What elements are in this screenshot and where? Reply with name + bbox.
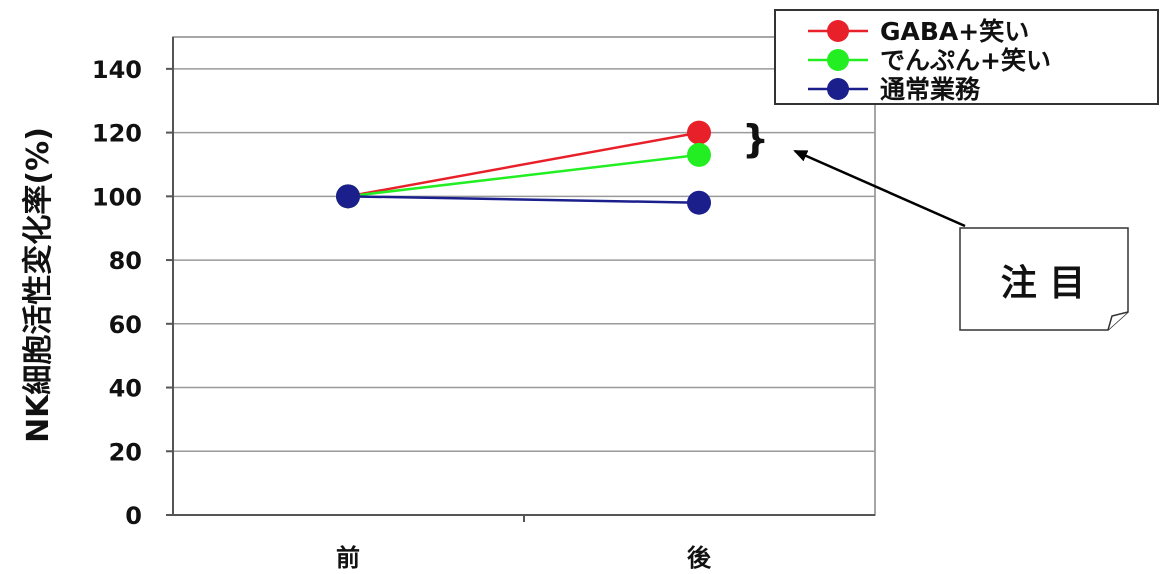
y-tick-label: 80 [109, 247, 142, 275]
y-tick-label: 20 [109, 438, 142, 466]
series-line [347, 153, 700, 198]
y-tick-label: 140 [92, 56, 142, 84]
y-tick-labels: 0 20 40 60 80 100 120 140 [92, 56, 173, 530]
data-point [687, 142, 711, 167]
x-tick-labels: 前後 [336, 544, 712, 572]
note-box-fold [1107, 311, 1129, 331]
grid-lines [173, 68, 875, 453]
legend-swatch-marker [827, 49, 849, 71]
series-line [347, 195, 700, 204]
series-line [347, 131, 700, 198]
y-axis-label: NK細胞活性変化率(%) [21, 127, 56, 443]
x-tick-label: 後 [687, 544, 712, 572]
y-tick-label: 0 [125, 502, 142, 530]
legend-swatch-marker [827, 20, 849, 42]
data-point [687, 190, 711, 215]
y-tick-label: 100 [92, 183, 142, 211]
legend-swatch-marker [827, 78, 849, 100]
y-tick-label: 40 [109, 375, 142, 403]
data-point [336, 184, 360, 209]
legend-label: でんぷん+笑い [880, 46, 1051, 75]
legend-label: 通常業務 [880, 75, 981, 104]
note-text: 注 目 [1001, 263, 1086, 304]
data-point [687, 120, 711, 145]
x-tick-label: 前 [336, 544, 360, 572]
plot-area [172, 36, 876, 522]
y-tick-label: 60 [109, 311, 142, 339]
plot-frame [172, 36, 876, 516]
annotation: } 注 目 [742, 117, 1129, 331]
brace-mark: } [742, 117, 769, 161]
series-layer [336, 120, 711, 215]
annotation-arrow [793, 149, 966, 228]
legend-label: GABA+笑い [880, 17, 1029, 46]
y-tick-label: 120 [92, 120, 142, 148]
